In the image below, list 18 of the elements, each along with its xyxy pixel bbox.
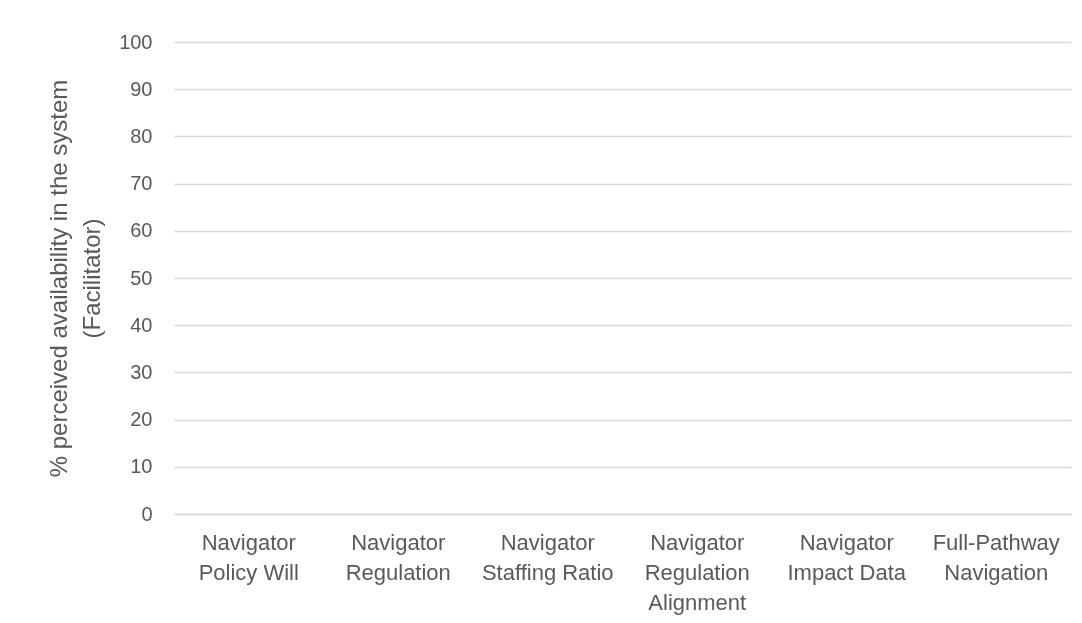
y-tick-label: 40 bbox=[130, 313, 153, 336]
x-tick-label: Navigator Staffing Ratio bbox=[481, 529, 614, 585]
x-tick-label: Navigator Impact Data bbox=[787, 529, 907, 585]
y-tick-label: 70 bbox=[130, 172, 153, 195]
y-tick-label: 50 bbox=[130, 266, 153, 289]
y-axis-title: % perceived availability in the system (Facilitator) bbox=[45, 79, 106, 478]
y-tick-label: 60 bbox=[130, 219, 153, 242]
y-tick-label: 90 bbox=[130, 77, 153, 100]
y-tick-label: 0 bbox=[141, 502, 153, 525]
y-tick-label: 10 bbox=[130, 455, 153, 478]
y-tick-label: 20 bbox=[130, 408, 153, 431]
y-tick-label: 30 bbox=[130, 360, 153, 383]
x-tick-label: Navigator Policy Will bbox=[198, 529, 299, 585]
x-tick-label: Full-Pathway Navigation bbox=[932, 529, 1060, 585]
y-tick-label: 80 bbox=[130, 124, 153, 147]
y-tick-label: 100 bbox=[119, 30, 153, 53]
x-tick-label: Navigator Regulation bbox=[345, 529, 451, 585]
x-tick-label: Navigator Regulation Alignment bbox=[644, 529, 750, 615]
